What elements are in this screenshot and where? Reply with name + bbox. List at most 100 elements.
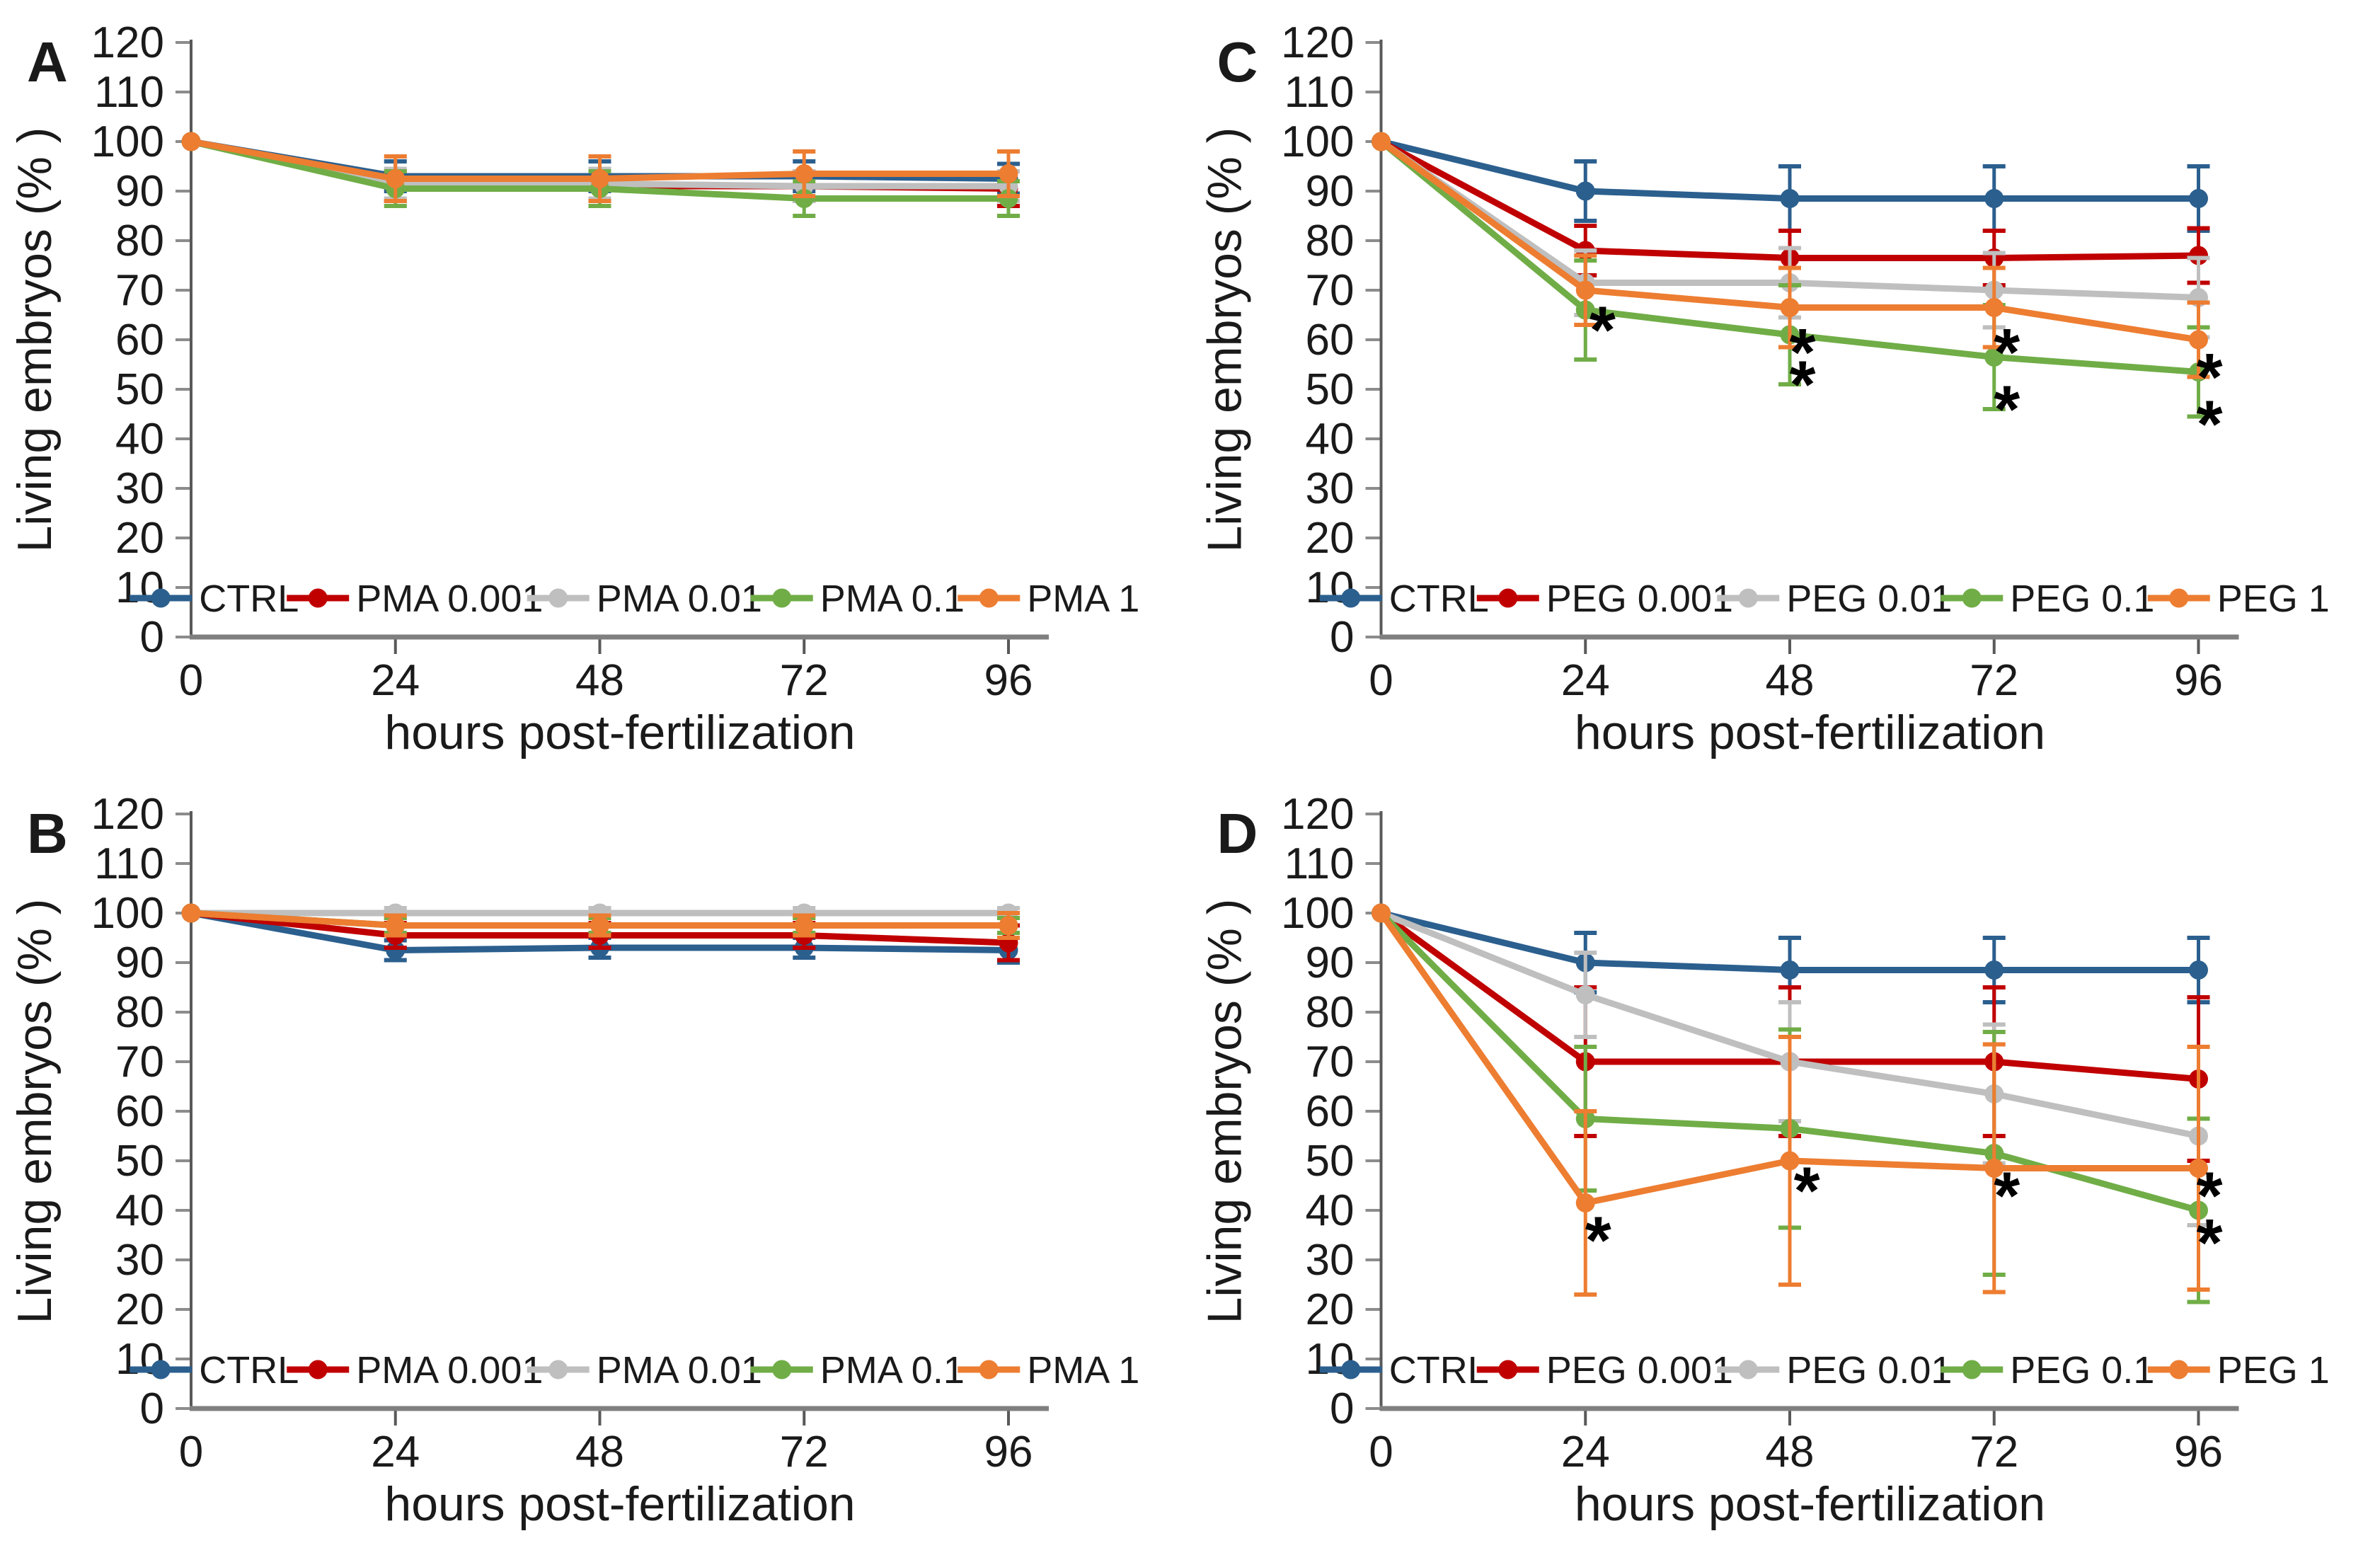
y-axis-title: Living embryos (% ) <box>8 899 62 1324</box>
legend-item-pma-0.001: PMA 0.001 <box>287 1349 543 1392</box>
legend-label: CTRL <box>1389 1349 1489 1392</box>
data-point-marker <box>1372 903 1391 923</box>
x-tick-label: 0 <box>1369 1428 1393 1476</box>
significance-asterisk: * <box>1994 315 2020 390</box>
legend-label: PEG 0.001 <box>1546 1349 1733 1392</box>
x-tick-label: 96 <box>2174 656 2223 705</box>
legend-label: PMA 1 <box>1027 578 1139 620</box>
data-point-marker <box>1575 1193 1595 1212</box>
data-point-marker <box>1575 181 1595 201</box>
x-axis-title: hours post-fertilization <box>384 706 855 759</box>
panel-letter-B: B <box>27 802 68 865</box>
legend-marker-dot <box>151 588 171 608</box>
legend-item-peg-1: PEG 1 <box>2147 578 2330 620</box>
legend-item-ctrl: CTRL <box>1319 578 1489 620</box>
significance-asterisk: * <box>1794 1154 1820 1229</box>
y-tick-label: 30 <box>115 1236 164 1285</box>
y-tick-label: 80 <box>1306 217 1355 265</box>
data-point-marker <box>794 189 814 208</box>
legend-item-peg-1: PEG 1 <box>2147 1349 2330 1392</box>
legend-label: PMA 0.001 <box>356 1349 543 1392</box>
data-point-marker <box>386 169 406 188</box>
legend-label: CTRL <box>199 1349 299 1392</box>
data-point-marker <box>999 189 1018 208</box>
data-point-marker <box>1780 1151 1800 1171</box>
legend-marker-dot <box>1498 1360 1518 1379</box>
y-tick-label: 90 <box>1306 939 1355 987</box>
data-point-marker <box>181 132 201 151</box>
x-axis-ticks-A: 0 24 48 72 96 <box>179 637 1033 705</box>
data-point-marker <box>590 169 609 188</box>
x-tick-label: 96 <box>2174 1428 2223 1476</box>
y-tick-label: 80 <box>115 217 164 265</box>
significance-asterisk: * <box>1589 293 1616 368</box>
x-tick-label: 48 <box>575 656 624 705</box>
series-pma-1 <box>181 132 1020 203</box>
y-tick-label: 30 <box>1306 1236 1355 1285</box>
data-point-marker <box>1575 985 1595 1004</box>
legend-item-peg-0.01: PEG 0.01 <box>1717 578 1952 620</box>
significance-asterisk: * <box>1585 1203 1611 1278</box>
y-tick-label: 40 <box>115 415 164 464</box>
data-point-marker <box>999 164 1018 183</box>
legend-D: CTRL PEG 0.001 PEG 0.01 PEG 0.1 PEG 1 <box>1319 1349 2330 1392</box>
y-tick-label: 110 <box>94 68 164 117</box>
legend-item-ctrl: CTRL <box>1319 1349 1489 1392</box>
significance-asterisk: * <box>2197 340 2223 415</box>
y-tick-label: 20 <box>1306 1285 1355 1334</box>
y-tick-label: 80 <box>115 988 164 1037</box>
y-tick-label: 70 <box>115 266 164 315</box>
x-tick-label: 72 <box>780 656 829 705</box>
y-tick-label: 50 <box>1306 365 1355 414</box>
y-tick-label: 70 <box>115 1038 164 1086</box>
data-point-marker <box>1984 298 2004 317</box>
legend-label: PEG 1 <box>2217 578 2330 620</box>
data-point-marker <box>2189 1159 2208 1178</box>
data-point-marker <box>2189 189 2208 208</box>
y-tick-label: 70 <box>1306 1038 1355 1086</box>
y-tick-label: 100 <box>91 889 164 938</box>
legend-item-peg-0.001: PEG 0.001 <box>1476 1349 1733 1392</box>
legend-label: PEG 0.001 <box>1546 578 1733 620</box>
data-point-marker <box>1780 960 1800 980</box>
legend-item-pma-0.001: PMA 0.001 <box>287 578 543 620</box>
significance-asterisk: * <box>1790 315 1816 390</box>
y-tick-label: 90 <box>1306 167 1355 216</box>
y-tick-label: 40 <box>1306 415 1355 464</box>
x-tick-label: 0 <box>1369 656 1393 705</box>
panel-letter-A: A <box>27 30 68 93</box>
panel-d-cell: D 0 10 20 30 40 50 60 70 80 90 100 110 120 0 24 48 72 96 Li… <box>1190 772 2380 1543</box>
y-tick-label: 80 <box>1306 988 1355 1037</box>
x-tick-label: 24 <box>371 1428 420 1476</box>
data-point-marker <box>1372 132 1391 151</box>
legend-item-peg-0.1: PEG 0.1 <box>1941 1349 2154 1392</box>
x-tick-label: 48 <box>1766 656 1815 705</box>
y-tick-label: 110 <box>1284 68 1355 117</box>
x-tick-label: 96 <box>984 656 1033 705</box>
legend-label: PMA 0.01 <box>597 578 762 620</box>
x-tick-label: 0 <box>179 656 203 705</box>
y-tick-label: 120 <box>91 18 164 67</box>
y-axis-title: Living embryos (% ) <box>1198 899 1252 1324</box>
legend-B: CTRL PMA 0.001 PMA 0.01 PMA 0.1 PMA 1 <box>130 1349 1139 1392</box>
data-point-marker <box>794 164 814 183</box>
y-tick-label: 60 <box>115 1087 164 1136</box>
legend-marker-dot <box>1962 1360 1982 1379</box>
panel-b-cell: B 0 10 20 30 40 50 60 70 80 90 100 110 120 0 24 48 72 96 Li… <box>0 772 1190 1543</box>
data-point-marker <box>1984 189 2004 208</box>
x-tick-label: 24 <box>371 656 420 705</box>
data-point-marker <box>1780 298 1800 317</box>
y-tick-label: 120 <box>1281 790 1354 839</box>
y-tick-label: 90 <box>115 167 164 216</box>
y-tick-label: 120 <box>1281 18 1354 67</box>
legend-marker-dot <box>1341 588 1361 608</box>
legend-item-pma-0.01: PMA 0.01 <box>527 578 762 620</box>
legend-label: PMA 0.001 <box>356 578 543 620</box>
legend-item-ctrl: CTRL <box>130 578 299 620</box>
legend-item-peg-0.001: PEG 0.001 <box>1476 578 1733 620</box>
significance-asterisk: * <box>1994 1159 2020 1234</box>
legend-item-ctrl: CTRL <box>130 1349 299 1392</box>
series-peg-1 <box>1372 132 2210 379</box>
